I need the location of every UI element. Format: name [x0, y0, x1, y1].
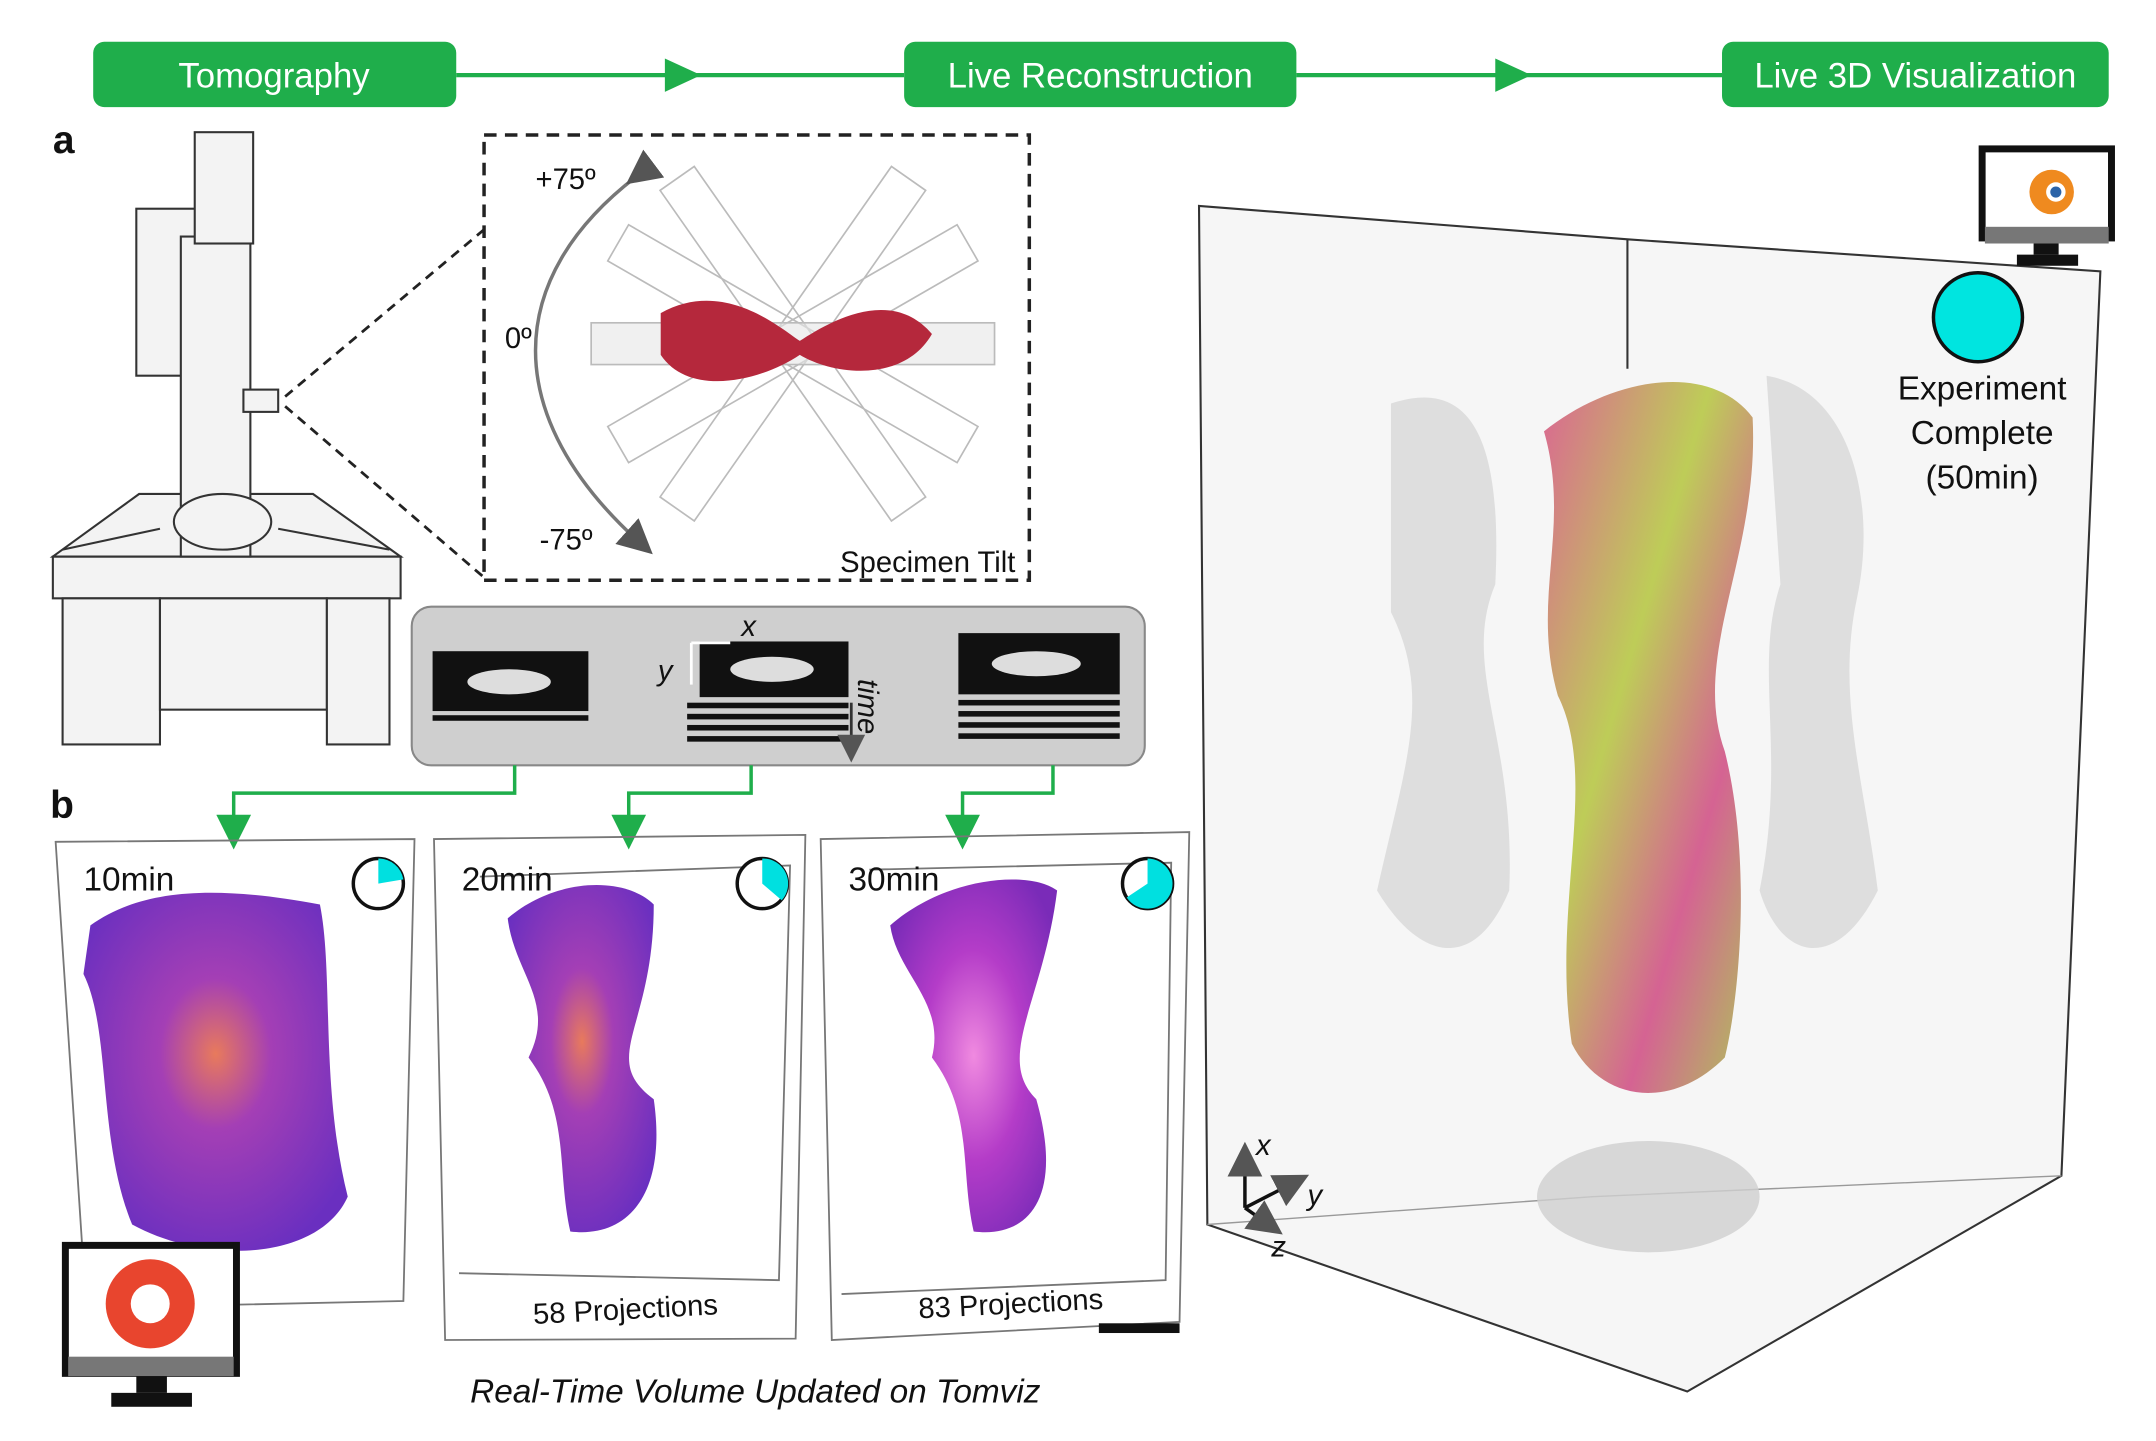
volume-30min — [890, 879, 1058, 1233]
status-line: Complete — [1911, 415, 2054, 452]
status-dot — [1931, 270, 2025, 364]
axis-y: y — [656, 655, 675, 687]
tilt-max: +75º — [536, 164, 597, 196]
axis-x: x — [739, 611, 757, 643]
projections — [432, 633, 1120, 763]
specimen — [660, 300, 932, 382]
scale-bar — [1098, 1323, 1180, 1334]
caption: Real-Time Volume Updated on Tomviz — [470, 1374, 1041, 1411]
projection-count: 58 Projections — [532, 1289, 718, 1331]
connectors — [216, 765, 1055, 850]
status-line: Experiment — [1898, 370, 2067, 407]
microscope — [49, 131, 404, 746]
pipeline: Tomography Live Reconstruction Live 3D V… — [93, 41, 2109, 108]
volume-20min — [507, 885, 657, 1233]
tilt-caption: Specimen Tilt — [840, 547, 1015, 579]
tilt-zero: 0º — [505, 323, 532, 355]
volume-axes — [1227, 1141, 1310, 1235]
step-label: Tomography — [178, 58, 370, 96]
step-box — [1722, 41, 2109, 108]
tomviz-monitor — [61, 1241, 240, 1407]
progress-clocks — [351, 856, 1175, 911]
blender-monitor — [1978, 145, 2115, 266]
snapshot-time: 10min — [83, 862, 174, 899]
panel-label: b — [50, 784, 74, 827]
snapshot-time: 20min — [462, 862, 553, 899]
render-box — [1197, 204, 2102, 1393]
status-line: (50min) — [1926, 459, 2039, 496]
axis-y: y — [1306, 1180, 1325, 1212]
snapshot-time: 30min — [848, 862, 939, 899]
volume-10min — [83, 892, 348, 1251]
step-label: Live 3D Visualization — [1754, 58, 2076, 96]
panel-label: a — [53, 119, 75, 162]
volume-boxes — [54, 831, 1191, 1341]
tilt-min: -75º — [540, 525, 593, 557]
step-box — [93, 41, 457, 108]
axis-time: time — [851, 679, 883, 734]
step-box — [904, 41, 1297, 108]
axis-z: z — [1270, 1231, 1286, 1263]
step-label: Live Reconstruction — [948, 58, 1253, 96]
axis-x: x — [1254, 1130, 1272, 1162]
